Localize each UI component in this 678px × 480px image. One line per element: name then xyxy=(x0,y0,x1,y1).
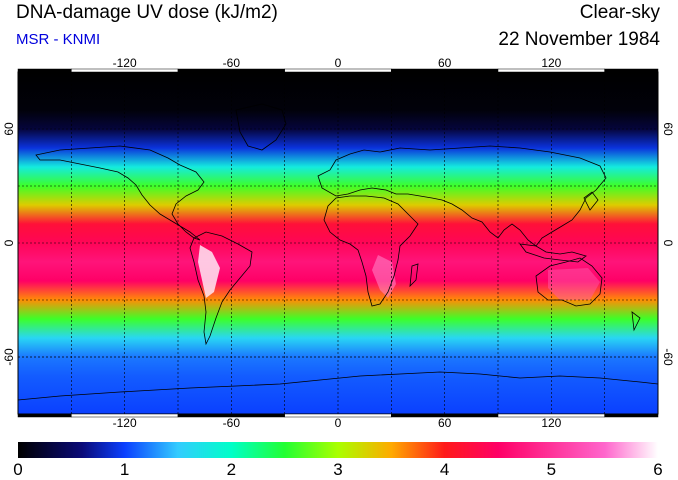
colorbar-tick-label: 3 xyxy=(333,460,342,479)
frame-segment xyxy=(17,68,72,73)
source-label: MSR - KNMI xyxy=(16,31,101,48)
frame-segment xyxy=(604,68,659,73)
japan-coastline xyxy=(583,191,599,211)
south-america-high-dose-patch xyxy=(198,245,220,298)
colorbar xyxy=(18,442,658,458)
colorbar-tick-label: 6 xyxy=(653,460,662,479)
lon-tick-label: 0 xyxy=(335,56,342,70)
frame-segment xyxy=(604,413,659,418)
indonesia-coastline xyxy=(519,243,587,263)
lat-tick-label: -60 xyxy=(2,348,16,366)
lon-tick-label: 60 xyxy=(438,416,452,430)
antarctica-coastline xyxy=(18,371,658,401)
lat-tick-label: 60 xyxy=(2,122,16,136)
lon-tick-label: -60 xyxy=(223,56,241,70)
south-america-coastline xyxy=(189,231,253,346)
colorbar-tick-labels: 0 1 2 3 4 5 6 xyxy=(13,460,662,479)
lat-tick-label: -60 xyxy=(661,348,675,366)
australia-high-dose-patch xyxy=(548,268,600,300)
lon-tick-label: 0 xyxy=(335,416,342,430)
date-label: 22 November 1984 xyxy=(498,29,660,50)
frame-segment xyxy=(17,413,72,418)
lon-tick-label: -120 xyxy=(113,416,137,430)
graticule xyxy=(18,72,658,414)
madagascar-coastline xyxy=(409,263,419,288)
coastlines xyxy=(18,103,658,401)
lat-labels-right: 60 0 -60 xyxy=(661,122,675,366)
lat-tick-label: 60 xyxy=(661,122,675,136)
lon-tick-label: 120 xyxy=(541,416,561,430)
condition-label: Clear-sky xyxy=(579,2,660,23)
africa-coastline xyxy=(323,195,419,307)
new-zealand-coastline xyxy=(631,311,641,332)
lon-tick-label: 60 xyxy=(438,56,452,70)
lon-tick-label: -60 xyxy=(223,416,241,430)
map-title: DNA-damage UV dose (kJ/m2) xyxy=(16,2,278,23)
colorbar-tick-label: 1 xyxy=(120,460,129,479)
lat-labels-left: 60 0 -60 xyxy=(2,122,16,366)
colorbar-tick-label: 0 xyxy=(13,460,22,479)
lat-tick-label: 0 xyxy=(2,239,16,246)
lon-tick-label: -120 xyxy=(113,56,137,70)
lon-labels-top: -120 -60 0 60 120 xyxy=(113,56,562,70)
lat-tick-label: 0 xyxy=(661,240,675,247)
colorbar-tick-label: 5 xyxy=(547,460,556,479)
colorbar-tick-label: 4 xyxy=(440,460,449,479)
colorbar-tick-label: 2 xyxy=(227,460,236,479)
lon-tick-label: 120 xyxy=(541,56,561,70)
eurasia-coastline xyxy=(317,145,607,247)
greenland-coastline xyxy=(235,103,287,151)
frame-ticks xyxy=(17,68,659,418)
lon-labels-bottom: -120 -60 0 60 120 xyxy=(113,416,562,430)
